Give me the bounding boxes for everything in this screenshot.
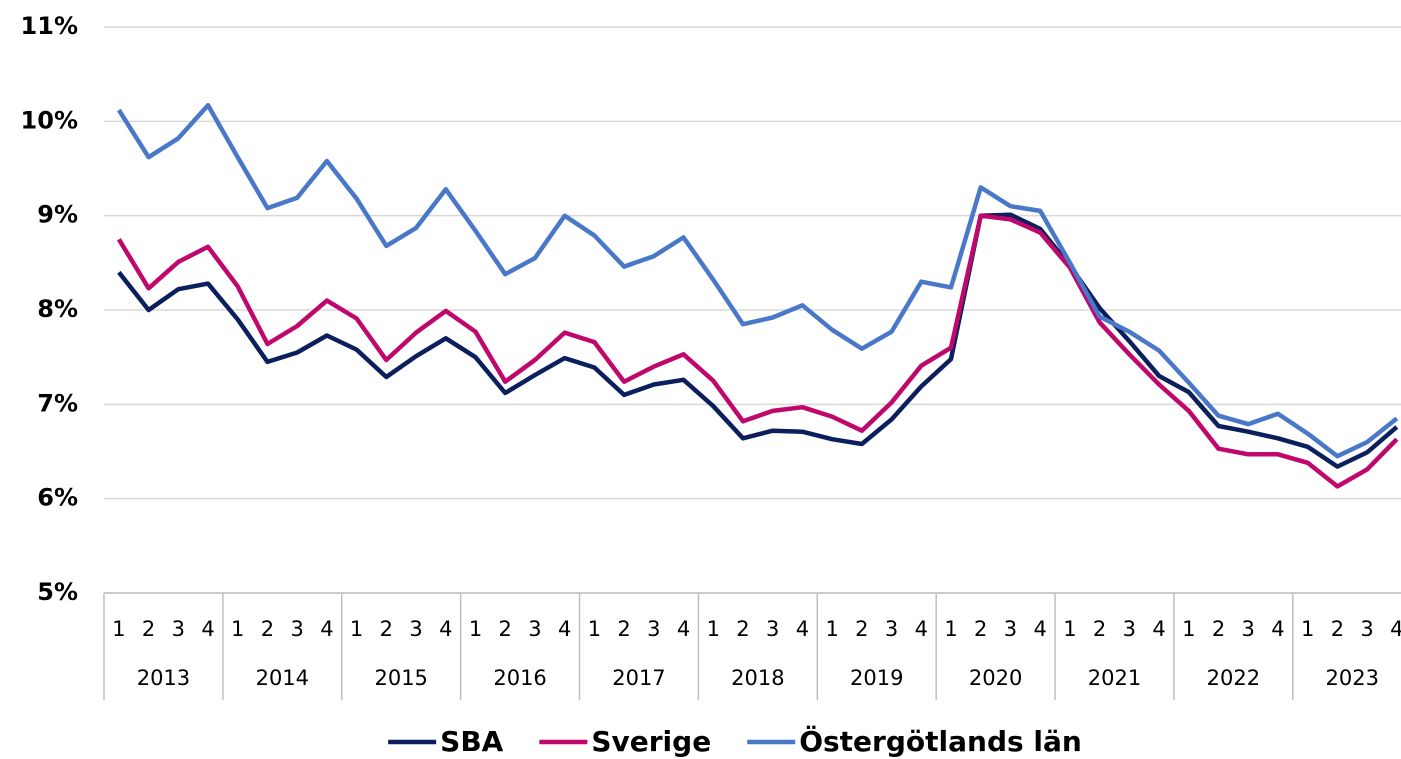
x-tick-label: 3 (885, 617, 898, 641)
x-tick-label: 4 (915, 617, 928, 641)
series-line (117, 212, 1399, 469)
y-tick-label: 10% (21, 106, 78, 134)
x-tick-label: 3 (172, 617, 185, 641)
x-tick-label: 2 (855, 617, 868, 641)
x-tick-label: 2 (1212, 617, 1225, 641)
x-tick-label: 2 (617, 617, 630, 641)
y-tick-label: 11% (21, 12, 78, 40)
x-tick-label: 1 (825, 617, 838, 641)
x-tick-label: 4 (1152, 617, 1165, 641)
x-tick-label: 3 (528, 617, 541, 641)
x-group-label: 2016 (493, 666, 546, 690)
x-group-label: 2013 (137, 666, 190, 690)
x-group-label: 2023 (1326, 666, 1379, 690)
x-tick-label: 1 (1063, 617, 1076, 641)
x-group-label: 2015 (374, 666, 427, 690)
x-tick-label: 2 (736, 617, 749, 641)
x-tick-label: 3 (1004, 617, 1017, 641)
series-line (116, 213, 1399, 489)
x-tick-label: 3 (290, 617, 303, 641)
y-tick-label: 8% (37, 295, 78, 323)
x-tick-label: 3 (1242, 617, 1255, 641)
x-tick-label: 1 (1301, 617, 1314, 641)
y-tick-label: 9% (37, 201, 78, 229)
x-tick-label: 4 (1390, 617, 1401, 641)
x-tick-label: 4 (1033, 617, 1046, 641)
x-tick-label: 2 (1093, 617, 1106, 641)
x-tick-label: 4 (796, 617, 809, 641)
x-tick-label: 3 (1123, 617, 1136, 641)
x-group-label: 2014 (256, 666, 309, 690)
legend-label: Sverige (591, 725, 711, 758)
x-tick-label: 1 (1182, 617, 1195, 641)
x-tick-label: 1 (350, 617, 363, 641)
x-tick-label: 1 (231, 617, 244, 641)
y-tick-label: 7% (37, 389, 78, 417)
x-tick-label: 1 (707, 617, 720, 641)
y-tick-label: 6% (37, 484, 78, 512)
x-tick-label: 4 (201, 617, 214, 641)
x-group-label: 2019 (850, 666, 903, 690)
x-tick-label: 2 (499, 617, 512, 641)
x-tick-label: 1 (944, 617, 957, 641)
x-tick-label: 3 (1360, 617, 1373, 641)
x-tick-label: 2 (1331, 617, 1344, 641)
x-tick-label: 4 (677, 617, 690, 641)
x-tick-label: 4 (320, 617, 333, 641)
x-tick-label: 1 (112, 617, 125, 641)
x-tick-label: 2 (261, 617, 274, 641)
x-group-label: 2020 (969, 666, 1022, 690)
x-tick-label: 1 (588, 617, 601, 641)
legend-label: Östergötlands län (799, 724, 1082, 758)
x-tick-label: 3 (409, 617, 422, 641)
x-group-label: 2021 (1088, 666, 1141, 690)
x-tick-label: 2 (142, 617, 155, 641)
x-tick-label: 2 (380, 617, 393, 641)
x-tick-label: 4 (439, 617, 452, 641)
x-tick-label: 4 (558, 617, 571, 641)
series-line (116, 103, 1399, 459)
x-tick-label: 2 (974, 617, 987, 641)
x-group-label: 2018 (731, 666, 784, 690)
x-group-label: 2017 (612, 666, 665, 690)
x-tick-label: 1 (469, 617, 482, 641)
legend-label: SBA (440, 725, 504, 758)
x-tick-label: 4 (1271, 617, 1284, 641)
x-tick-label: 3 (766, 617, 779, 641)
x-tick-label: 3 (647, 617, 660, 641)
y-tick-label: 5% (37, 578, 78, 606)
x-group-label: 2022 (1207, 666, 1260, 690)
